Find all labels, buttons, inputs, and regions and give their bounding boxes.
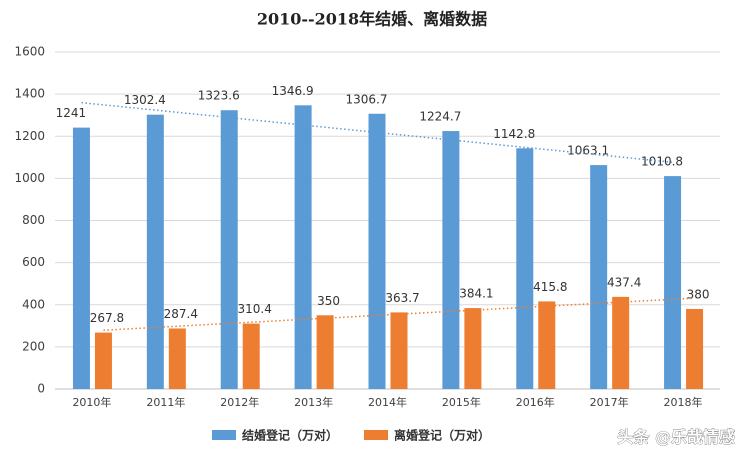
bar	[538, 301, 556, 389]
bar	[368, 113, 386, 390]
trendline	[81, 101, 673, 164]
data-label: 437.4	[607, 275, 641, 289]
x-tick-label: 2017年	[590, 395, 629, 409]
trendline	[103, 297, 695, 331]
data-label: 1346.9	[272, 84, 314, 98]
legend-label: 结婚登记（万对）	[242, 428, 338, 443]
bar	[168, 328, 186, 389]
y-tick-label: 200	[22, 339, 45, 353]
data-label: 1063.1	[567, 144, 609, 158]
bar	[390, 312, 408, 389]
bar	[590, 165, 608, 389]
data-label: 1142.8	[493, 127, 535, 141]
y-tick-label: 400	[22, 297, 45, 311]
bar	[516, 148, 534, 389]
data-label: 267.8	[90, 311, 124, 325]
chart-title: 2010--2018年结婚、离婚数据	[257, 10, 487, 29]
bar	[316, 315, 334, 389]
data-label: 310.4	[238, 302, 272, 316]
x-tick-label: 2013年	[294, 395, 333, 409]
x-tick-label: 2011年	[146, 395, 185, 409]
bar	[242, 323, 260, 389]
bar	[72, 127, 90, 389]
data-label: 350	[317, 294, 340, 308]
data-label: 1010.8	[641, 155, 683, 169]
legend-swatch	[364, 430, 389, 440]
x-tick-label: 2014年	[368, 395, 407, 409]
x-tick-label: 2012年	[220, 395, 259, 409]
y-tick-label: 800	[22, 213, 45, 227]
data-label: 1241	[56, 106, 87, 120]
y-tick-label: 1200	[14, 129, 45, 143]
bar	[664, 176, 682, 389]
bar	[442, 131, 460, 390]
bar	[146, 114, 164, 389]
data-label: 363.7	[385, 291, 419, 305]
legend-label: 离婚登记（万对）	[394, 428, 490, 443]
x-tick-label: 2010年	[72, 395, 111, 409]
bar	[294, 105, 312, 389]
x-tick-label: 2018年	[664, 395, 703, 409]
data-label: 1306.7	[346, 92, 388, 106]
x-tick-label: 2016年	[516, 395, 555, 409]
x-tick-label: 2015年	[442, 395, 481, 409]
data-label: 287.4	[164, 307, 198, 321]
data-label: 384.1	[459, 287, 493, 301]
bar	[464, 308, 482, 389]
y-tick-label: 600	[22, 255, 45, 269]
data-label: 1224.7	[419, 110, 461, 124]
data-label: 1323.6	[198, 89, 240, 103]
y-tick-label: 1600	[14, 45, 45, 59]
data-label: 1302.4	[124, 93, 166, 107]
watermark: 头条 @乐哉情感	[617, 428, 735, 447]
y-tick-label: 1400	[14, 87, 45, 101]
data-label: 380	[687, 287, 710, 301]
y-tick-label: 1000	[14, 171, 45, 185]
data-label: 415.8	[533, 280, 567, 294]
y-tick-label: 0	[37, 382, 45, 396]
legend-swatch	[212, 430, 236, 440]
bar	[220, 110, 238, 390]
bar	[94, 332, 112, 389]
bar	[686, 308, 704, 389]
bar	[612, 296, 630, 389]
